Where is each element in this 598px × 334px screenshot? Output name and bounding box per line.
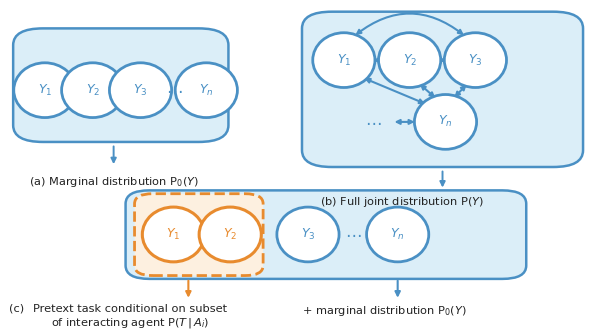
Ellipse shape bbox=[367, 207, 429, 262]
Text: (a) Marginal distribution $\mathrm{P}_0(Y)$: (a) Marginal distribution $\mathrm{P}_0(… bbox=[29, 175, 199, 189]
Text: $Y_n$: $Y_n$ bbox=[438, 114, 453, 130]
FancyBboxPatch shape bbox=[302, 12, 583, 167]
Text: $Y_1$: $Y_1$ bbox=[337, 52, 351, 68]
Ellipse shape bbox=[175, 63, 237, 118]
Text: $\cdots$: $\cdots$ bbox=[166, 81, 183, 99]
Text: $Y_n$: $Y_n$ bbox=[390, 227, 405, 242]
Text: $Y_1$: $Y_1$ bbox=[166, 227, 181, 242]
Ellipse shape bbox=[414, 95, 477, 149]
Text: $\cdots$: $\cdots$ bbox=[344, 225, 361, 243]
Text: Pretext task conditional on subset
of interacting agent $\mathrm{P}(T\,|\,A_i)$: Pretext task conditional on subset of in… bbox=[33, 304, 227, 330]
Text: $Y_3$: $Y_3$ bbox=[133, 82, 148, 98]
Text: $Y_n$: $Y_n$ bbox=[199, 82, 213, 98]
Text: $Y_2$: $Y_2$ bbox=[86, 82, 100, 98]
Text: $Y_2$: $Y_2$ bbox=[402, 52, 417, 68]
Ellipse shape bbox=[14, 63, 76, 118]
FancyBboxPatch shape bbox=[126, 190, 526, 279]
Ellipse shape bbox=[199, 207, 261, 262]
Text: (b) Full joint distribution $\mathrm{P}(Y)$: (b) Full joint distribution $\mathrm{P}(… bbox=[320, 195, 484, 209]
Text: $Y_2$: $Y_2$ bbox=[223, 227, 237, 242]
Ellipse shape bbox=[379, 33, 441, 88]
Ellipse shape bbox=[313, 33, 375, 88]
Text: $+$ marginal distribution $\mathrm{P}_0(Y)$: $+$ marginal distribution $\mathrm{P}_0(… bbox=[302, 304, 467, 318]
Text: $Y_3$: $Y_3$ bbox=[468, 52, 483, 68]
FancyBboxPatch shape bbox=[135, 194, 263, 276]
Ellipse shape bbox=[109, 63, 172, 118]
Text: $\cdots$: $\cdots$ bbox=[365, 113, 382, 131]
Text: (c): (c) bbox=[9, 304, 24, 314]
Text: $Y_1$: $Y_1$ bbox=[38, 82, 52, 98]
Ellipse shape bbox=[62, 63, 124, 118]
Ellipse shape bbox=[277, 207, 339, 262]
Ellipse shape bbox=[142, 207, 205, 262]
FancyBboxPatch shape bbox=[13, 28, 228, 142]
Text: $Y_3$: $Y_3$ bbox=[301, 227, 315, 242]
Ellipse shape bbox=[444, 33, 507, 88]
